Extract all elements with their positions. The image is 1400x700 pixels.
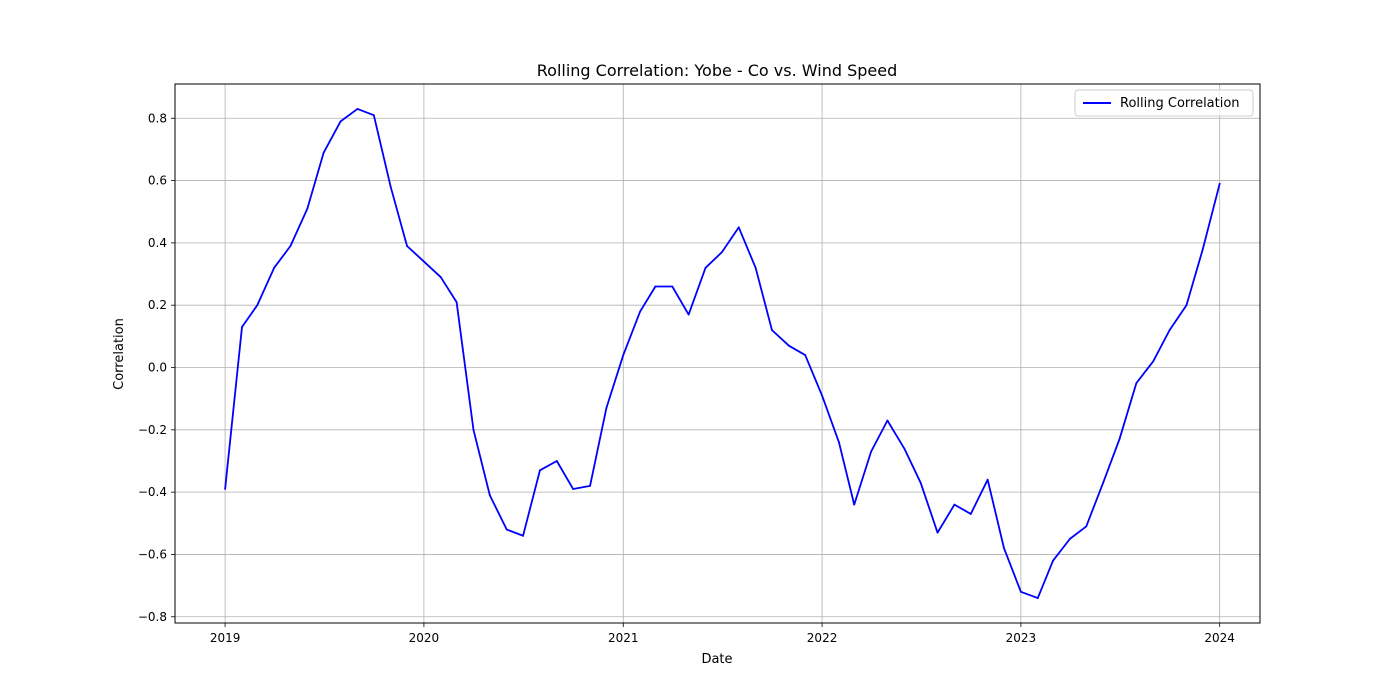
data-point	[522, 534, 524, 537]
data-point	[687, 313, 690, 316]
data-point	[919, 481, 922, 484]
data-point	[455, 301, 458, 303]
data-point	[886, 419, 889, 422]
x-tick-label: 2022	[807, 631, 838, 645]
x-tick-label: 2024	[1204, 631, 1235, 645]
data-point	[306, 207, 309, 210]
x-tick-label: 2023	[1006, 631, 1037, 645]
data-point	[654, 285, 657, 288]
data-point	[771, 329, 773, 332]
y-tick-label: 0.8	[148, 111, 167, 125]
series-line-0	[224, 108, 1221, 599]
data-point	[639, 310, 642, 313]
data-point	[986, 478, 989, 481]
data-point	[870, 450, 872, 453]
data-point	[1201, 248, 1204, 251]
data-point	[406, 245, 408, 247]
y-tick-label: −0.6	[138, 547, 167, 561]
data-point	[936, 531, 939, 534]
data-point	[439, 276, 442, 279]
data-point	[339, 120, 342, 123]
legend: Rolling Correlation	[1074, 89, 1254, 117]
data-point	[1152, 360, 1155, 363]
data-point	[289, 245, 292, 247]
data-point	[1218, 182, 1221, 185]
data-point	[1036, 597, 1039, 599]
data-point	[787, 344, 790, 347]
data-point	[1102, 481, 1105, 484]
data-point	[1118, 438, 1121, 441]
data-point	[505, 528, 508, 531]
data-point	[969, 513, 972, 515]
data-point	[704, 266, 707, 269]
data-point	[953, 503, 956, 506]
data-point	[1085, 525, 1088, 528]
data-point	[1052, 559, 1054, 562]
data-point	[622, 354, 625, 356]
data-point	[273, 266, 276, 269]
data-point	[671, 285, 674, 288]
x-axis-ticks: 2019 2020 2021 2022 2023 2024	[210, 623, 1235, 645]
legend-box	[1074, 89, 1254, 117]
x-tick-label: 2019	[210, 631, 241, 645]
grid-lines	[175, 84, 1260, 623]
data-point	[224, 488, 227, 490]
data-point	[241, 326, 243, 328]
data-point	[838, 441, 840, 444]
data-point	[423, 260, 425, 263]
data-point	[472, 428, 475, 431]
legend-label: Rolling Correlation	[1120, 96, 1240, 111]
data-point	[1135, 382, 1138, 384]
y-axis-label: Correlation	[112, 318, 127, 390]
data-point	[1003, 547, 1005, 550]
data-point	[572, 488, 575, 490]
data-point	[539, 469, 541, 472]
data-point	[555, 460, 558, 462]
y-tick-label: 0.6	[148, 174, 167, 188]
y-tick-label: 0.0	[148, 361, 167, 375]
data-point	[488, 494, 491, 497]
y-tick-label: 0.2	[148, 298, 167, 312]
data-point	[356, 108, 359, 110]
data-point	[903, 447, 906, 450]
y-tick-label: −0.2	[138, 423, 167, 437]
data-point	[1069, 537, 1071, 540]
plot-frame	[174, 83, 1261, 624]
x-tick-label: 2021	[608, 631, 639, 645]
data-point	[720, 251, 723, 254]
data-point	[737, 226, 740, 229]
y-tick-label: −0.8	[138, 610, 167, 624]
plot-area	[224, 108, 1221, 599]
data-point	[389, 185, 392, 188]
data-point	[1168, 329, 1171, 332]
data-point	[804, 354, 807, 356]
y-axis-ticks: −0.8 −0.6 −0.4 −0.2 0.0 0.2 0.4 0.6 0.8	[138, 111, 175, 624]
data-point	[256, 304, 259, 307]
y-tick-label: −0.4	[138, 485, 167, 499]
data-point	[605, 407, 608, 409]
data-point	[821, 394, 823, 397]
data-point	[1185, 304, 1188, 307]
data-point	[853, 503, 856, 506]
data-point	[1019, 590, 1022, 593]
chart-title: Rolling Correlation: Yobe - Co vs. Wind …	[537, 61, 897, 80]
x-axis-label: Date	[701, 652, 732, 667]
data-point	[322, 151, 325, 154]
data-point	[589, 485, 591, 487]
x-tick-label: 2020	[409, 631, 440, 645]
data-point	[754, 266, 757, 269]
data-point	[372, 114, 375, 117]
y-tick-label: 0.4	[148, 236, 167, 250]
